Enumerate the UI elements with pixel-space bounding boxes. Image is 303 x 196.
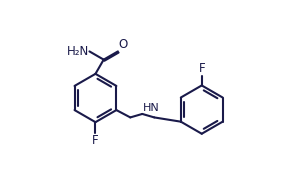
Text: HN: HN <box>143 103 160 113</box>
Text: F: F <box>92 134 99 147</box>
Text: F: F <box>198 62 205 75</box>
Text: H₂N: H₂N <box>67 45 89 58</box>
Text: O: O <box>118 38 128 51</box>
